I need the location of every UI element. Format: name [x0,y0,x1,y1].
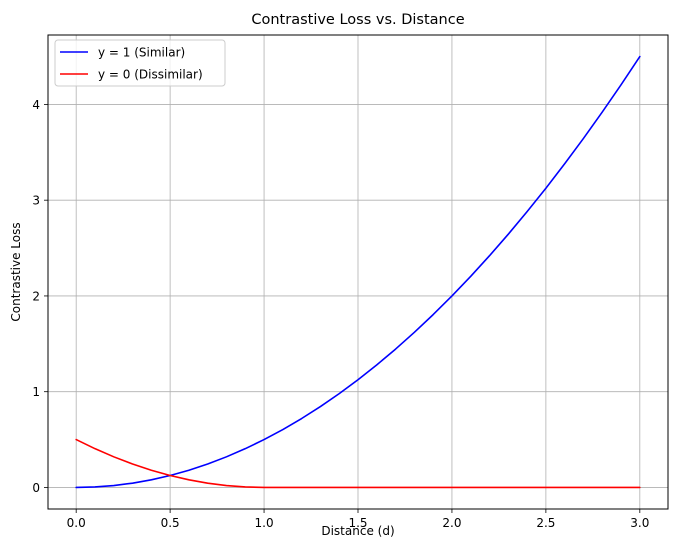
legend-label-dissimilar: y = 0 (Dissimilar) [98,68,203,82]
y-tick-label: 1 [32,385,40,399]
y-tick-label: 4 [32,98,40,112]
x-axis-title: Distance (d) [321,524,394,538]
legend: y = 1 (Similar) y = 0 (Dissimilar) [54,39,226,87]
x-tick-label: 0.0 [67,516,86,530]
series-line-dissimilar [75,438,641,489]
series-lines [75,55,641,489]
y-tick-label: 2 [32,289,40,303]
x-tick-label: 3.0 [630,516,649,530]
legend-label-similar: y = 1 (Similar) [98,46,185,60]
x-tick-label: 1.0 [255,516,274,530]
chart-title: Contrastive Loss vs. Distance [251,12,464,28]
x-tick-label: 2.0 [442,516,461,530]
y-tick-label: 3 [32,194,40,208]
y-axis-title: Contrastive Loss [9,222,23,321]
x-tick-label: 1.5 [348,516,367,530]
x-tick-label: 0.5 [161,516,180,530]
x-tick-label: 2.5 [536,516,555,530]
axis-ticks: 0.0 0.5 1.0 1.5 2.0 2.5 3.0 0 1 2 3 4 [32,98,649,530]
legend-box [54,39,226,87]
y-tick-label: 0 [32,481,40,495]
